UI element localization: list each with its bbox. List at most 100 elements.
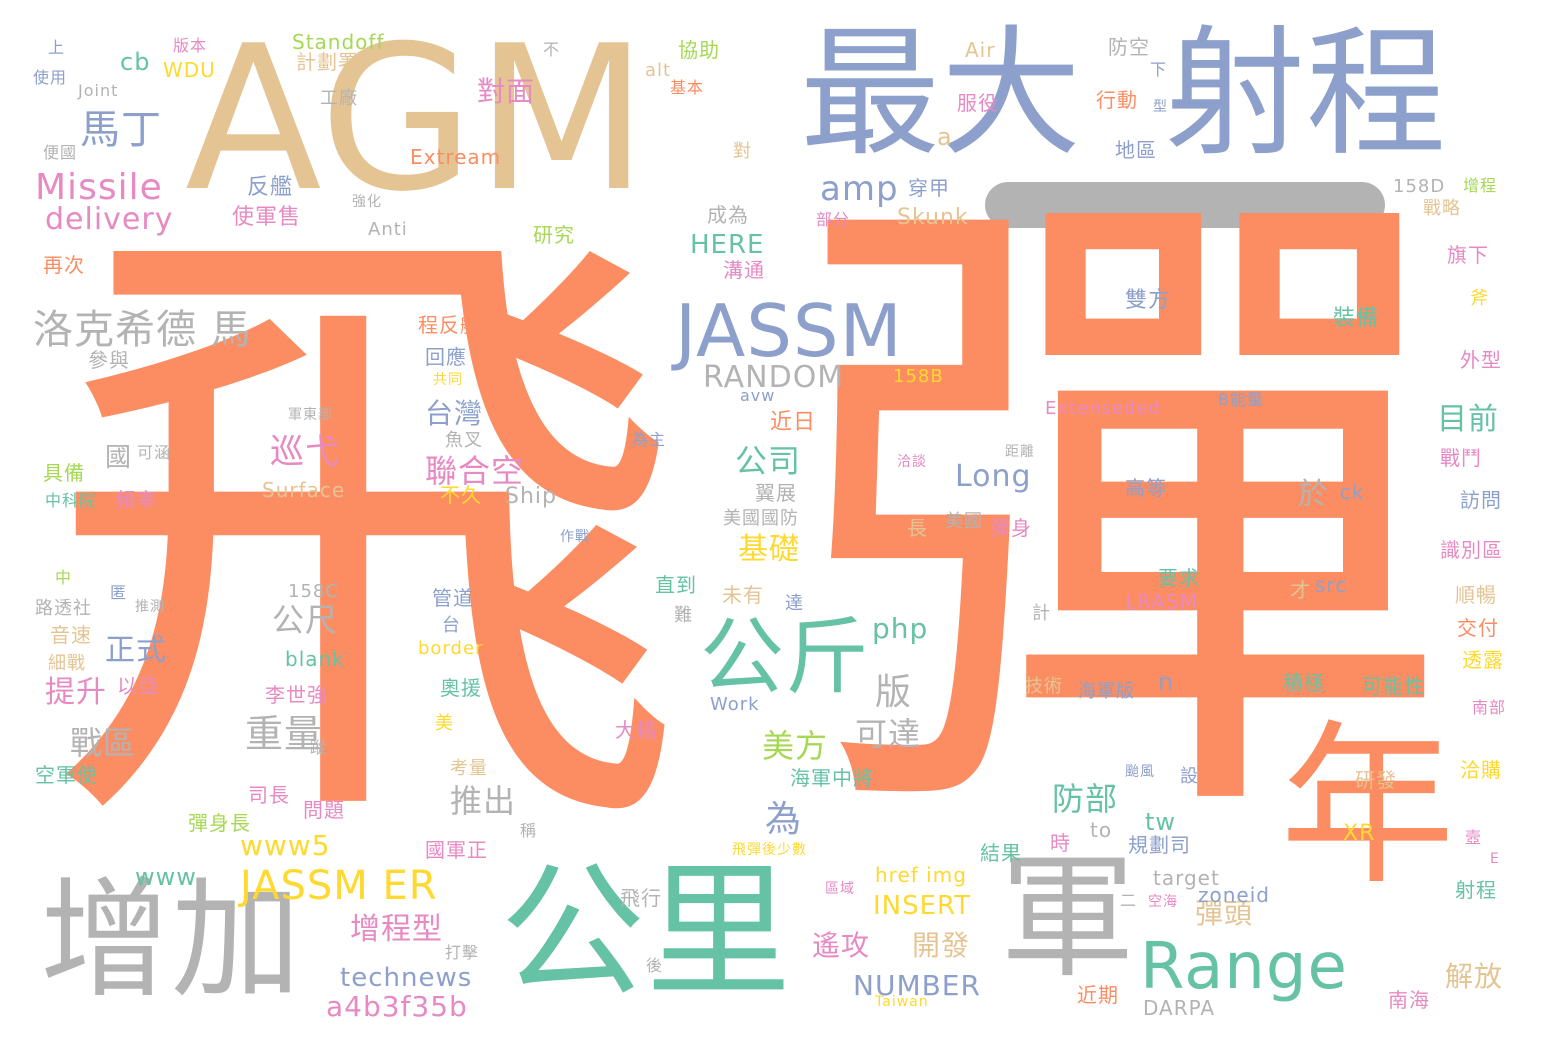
cloud-word-133: 台 bbox=[442, 615, 461, 636]
cloud-word-146: 音速 bbox=[50, 623, 92, 647]
cloud-word-tw-179: tw bbox=[1145, 808, 1177, 836]
cloud-word-125: 美國 bbox=[945, 511, 983, 532]
cloud-word-78: 基本 bbox=[670, 78, 705, 97]
cloud-word-anti-60: Anti bbox=[368, 219, 408, 240]
cloud-word-120: 戰鬥 bbox=[1440, 446, 1482, 470]
cloud-word-39: 增程型 bbox=[350, 912, 443, 947]
gray-bar-word bbox=[985, 182, 1385, 228]
cloud-word-80: 不 bbox=[543, 40, 561, 59]
cloud-word-30: 正式 bbox=[105, 633, 167, 668]
cloud-word-122: 識別區 bbox=[1440, 538, 1503, 562]
cloud-word-23: 台灣 bbox=[425, 397, 484, 430]
cloud-word-134: 直到 bbox=[655, 573, 697, 597]
cloud-word-extenseded-96: Extenseded bbox=[1045, 398, 1161, 419]
cloud-word-153: 技術 bbox=[1025, 676, 1063, 697]
cloud-word-61: 強化 bbox=[352, 194, 382, 210]
cloud-word-139: 要求 bbox=[1158, 566, 1200, 590]
cloud-word-22: 美方 bbox=[762, 727, 829, 765]
cloud-word-162: 空軍使 bbox=[35, 763, 98, 787]
cloud-word-158c-130: 158C bbox=[288, 581, 339, 602]
cloud-word-167: 設 bbox=[1180, 766, 1199, 787]
cloud-word-77: 協助 bbox=[678, 38, 720, 62]
cloud-word-151: 李世強 bbox=[265, 683, 328, 707]
cloud-word-128: 匿 bbox=[110, 583, 128, 602]
cloud-word-48: 於 bbox=[1298, 477, 1329, 512]
cloud-word-93: 裝備 bbox=[1333, 306, 1380, 331]
cloud-word-127: 中 bbox=[55, 568, 73, 587]
cloud-word-100: 共同 bbox=[433, 372, 463, 388]
cloud-word-64: 穿甲 bbox=[908, 176, 950, 200]
cloud-word-195: 近期 bbox=[1077, 983, 1119, 1007]
cloud-word-176: 結果 bbox=[980, 841, 1022, 865]
cloud-word-delivery-15: delivery bbox=[45, 202, 174, 237]
cloud-word-191: 空海 bbox=[1148, 894, 1178, 910]
cloud-word-154: 海軍版 bbox=[1078, 681, 1135, 702]
cloud-word-168: 研發 bbox=[1355, 768, 1397, 792]
cloud-word-117: 洽談 bbox=[897, 454, 927, 470]
cloud-word-darpa-196: DARPA bbox=[1143, 996, 1216, 1020]
cloud-word-108: 具備 bbox=[43, 461, 85, 485]
cloud-word-169: 洽購 bbox=[1460, 758, 1502, 782]
cloud-word-missile-14: Missile bbox=[35, 167, 163, 208]
cloud-word-85: 再次 bbox=[43, 253, 85, 277]
cloud-word-jassm-10: JASSM bbox=[675, 289, 903, 373]
cloud-word-132: 管道 bbox=[432, 586, 474, 610]
cloud-word-54: 計劃署 bbox=[296, 50, 359, 74]
cloud-word-insert-42: INSERT bbox=[873, 891, 972, 921]
cloud-word-92: 雙方 bbox=[1125, 288, 1172, 313]
cloud-word-0: 飛 bbox=[45, 162, 686, 907]
cloud-word-110: 頻率 bbox=[115, 488, 157, 512]
cloud-word-166: 颱風 bbox=[1125, 764, 1155, 780]
cloud-word-123: 作戰 bbox=[560, 529, 590, 545]
cloud-word-183: 壼 bbox=[1465, 828, 1483, 847]
cloud-word-agm-2: AGM bbox=[185, 3, 649, 236]
cloud-word-114: 翼展 bbox=[755, 481, 797, 505]
cloud-word-158b-95: 158B bbox=[893, 366, 944, 387]
cloud-word-131: 路透社 bbox=[35, 598, 92, 619]
cloud-word-164: 考量 bbox=[450, 758, 488, 779]
cloud-word-173: 稱 bbox=[520, 821, 538, 840]
cloud-word-surface-111: Surface bbox=[262, 478, 346, 502]
cloud-word-156: 積極 bbox=[1283, 671, 1325, 695]
cloud-word-141: 才 bbox=[1290, 578, 1311, 602]
cloud-word-129: 推測 bbox=[135, 599, 165, 615]
cloud-word-src-142: src bbox=[1315, 573, 1348, 597]
cloud-word-range-9: Range bbox=[1140, 930, 1348, 1004]
cloud-word-109: 中科院 bbox=[45, 491, 97, 510]
cloud-word-44: 開發 bbox=[912, 929, 971, 962]
cloud-word-88: 增程 bbox=[1463, 176, 1498, 195]
cloud-word-20: 版 bbox=[875, 672, 913, 713]
cloud-word-e-182: E bbox=[1490, 851, 1500, 867]
cloud-word-170: 司長 bbox=[248, 783, 290, 807]
cloud-word-www5-37: www5 bbox=[240, 829, 331, 862]
cloud-word-197: 南海 bbox=[1388, 988, 1430, 1012]
cloud-word-46: 彈頭 bbox=[1195, 897, 1254, 930]
cloud-word-192: 打擊 bbox=[445, 943, 480, 962]
cloud-word-152: 奧援 bbox=[440, 676, 482, 700]
cloud-word-177: 時 bbox=[1050, 831, 1071, 855]
cloud-word-number-43: NUMBER bbox=[853, 969, 981, 1002]
cloud-word-67: 溝通 bbox=[723, 258, 765, 282]
cloud-word-135: 未有 bbox=[722, 583, 764, 607]
cloud-word-50: 對面 bbox=[477, 75, 536, 108]
cloud-word-187: 射程 bbox=[1455, 878, 1497, 902]
cloud-word-190: 二 bbox=[1120, 891, 1138, 910]
cloud-word-83: 便國 bbox=[43, 143, 78, 162]
cloud-word-84: 版本 bbox=[173, 36, 208, 55]
cloud-word-69: 防空 bbox=[1108, 35, 1150, 59]
cloud-word-193: 後 bbox=[646, 956, 664, 975]
cloud-word-26: 公司 bbox=[735, 442, 802, 480]
cloud-word-116: 距離 bbox=[1005, 444, 1035, 460]
cloud-word-157: 可能性 bbox=[1362, 674, 1425, 698]
cloud-word-blank-149: blank bbox=[285, 647, 345, 671]
cloud-word-115: 美國國防 bbox=[723, 508, 799, 529]
cloud-word-103: 為主 bbox=[632, 430, 667, 449]
cloud-word-32: 戰區 bbox=[70, 724, 137, 762]
cloud-word-19: 重量 bbox=[245, 712, 324, 756]
cloud-word-59: 使軍售 bbox=[232, 205, 302, 230]
cloud-word-82: 使用 bbox=[33, 68, 68, 87]
cloud-word-ck-119: ck bbox=[1340, 480, 1365, 504]
cloud-word-188: 飛行 bbox=[620, 886, 662, 910]
cloud-word-163: 蹤 bbox=[310, 738, 328, 757]
